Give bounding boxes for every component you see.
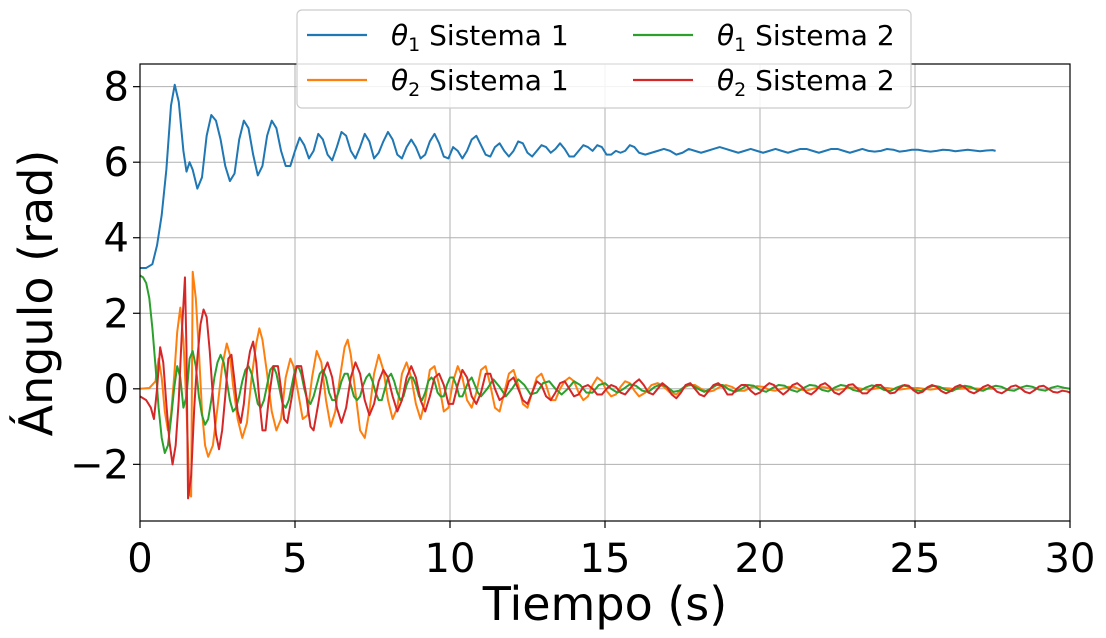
legend-subscript: 1 <box>734 34 746 56</box>
y-tick-label: −2 <box>70 442 129 488</box>
x-tick-label: 25 <box>890 536 941 582</box>
legend-item-4: θ2 Sistema 2 <box>633 64 895 101</box>
y-tick-label: 4 <box>104 216 129 262</box>
y-tick-label: 8 <box>104 65 129 111</box>
y-tick-label: 2 <box>104 291 129 337</box>
legend-item-3: θ1 Sistema 2 <box>633 19 895 56</box>
legend-box <box>296 9 912 109</box>
legend-label: θ1 Sistema 1 <box>391 19 569 56</box>
legend-subscript: 1 <box>408 34 420 56</box>
y-axis-label: Ángulo (rad) <box>9 150 63 437</box>
legend-subscript: 2 <box>734 79 746 101</box>
y-tick-label: 6 <box>104 140 129 186</box>
x-tick-label: 5 <box>282 536 307 582</box>
series-line-1 <box>140 83 996 269</box>
legend-symbol: θ <box>391 19 408 52</box>
x-axis-label: Tiempo (s) <box>482 577 727 631</box>
y-ticks: −2 0 2 4 6 8 <box>70 65 140 488</box>
grid-lines <box>139 64 1071 521</box>
legend-series-text: Sistema 1 <box>420 64 568 97</box>
legend-series-text: Sistema 1 <box>420 19 568 52</box>
x-tick-label: 0 <box>127 536 152 582</box>
legend-label: θ2 Sistema 1 <box>391 64 569 101</box>
legend-symbol: θ <box>717 19 734 52</box>
x-tick-label: 10 <box>425 536 476 582</box>
legend: θ1 Sistema 1θ2 Sistema 1θ1 Sistema 2θ2 S… <box>296 9 912 109</box>
series-line-4 <box>140 276 1070 500</box>
series-line-3 <box>140 274 1070 455</box>
legend-item-2: θ2 Sistema 1 <box>307 64 569 101</box>
x-tick-label: 20 <box>735 536 786 582</box>
y-tick-label: 0 <box>104 367 129 413</box>
legend-series-text: Sistema 2 <box>746 19 894 52</box>
x-ticks: 0 5 10 15 20 25 30 <box>127 521 1095 582</box>
series-lines <box>140 83 1070 500</box>
legend-subscript: 2 <box>408 79 420 101</box>
legend-symbol: θ <box>717 64 734 97</box>
x-tick-label: 15 <box>580 536 631 582</box>
legend-label: θ1 Sistema 2 <box>717 19 895 56</box>
legend-item-1: θ1 Sistema 1 <box>307 19 569 56</box>
legend-symbol: θ <box>391 64 408 97</box>
legend-label: θ2 Sistema 2 <box>717 64 895 101</box>
legend-series-text: Sistema 2 <box>746 64 894 97</box>
x-tick-label: 30 <box>1045 536 1096 582</box>
